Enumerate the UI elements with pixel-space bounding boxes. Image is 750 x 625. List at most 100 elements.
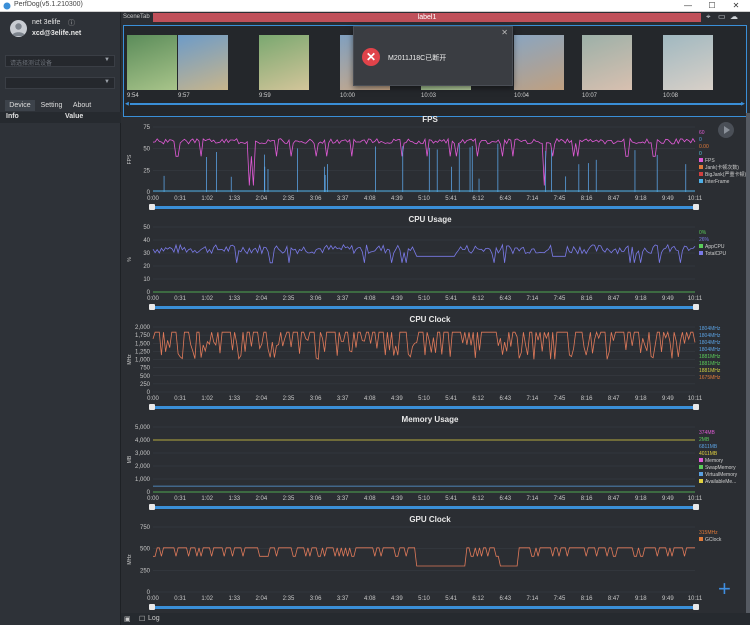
y-axis-label: % bbox=[127, 257, 133, 262]
close-window-button[interactable]: ✕ bbox=[732, 1, 740, 10]
series-line bbox=[152, 243, 696, 264]
x-tick-label: 9:49 bbox=[662, 396, 674, 402]
scene-tab[interactable]: SceneTab bbox=[123, 14, 150, 20]
info-icon[interactable]: ⓘ bbox=[68, 20, 75, 27]
x-tick-label: 7:45 bbox=[554, 596, 566, 602]
legend-value: 6811MB bbox=[699, 444, 718, 450]
log-checkbox[interactable]: ☐ bbox=[139, 616, 146, 623]
screenshot-thumbnail[interactable] bbox=[178, 35, 228, 90]
series-line bbox=[153, 547, 695, 567]
legend-item[interactable]: AvailableMe... bbox=[699, 479, 737, 486]
avatar[interactable] bbox=[10, 20, 27, 37]
screenshot-thumbnail[interactable] bbox=[514, 35, 564, 90]
range-handle-left[interactable] bbox=[149, 604, 155, 610]
scroll-left-icon[interactable]: ◀ bbox=[125, 101, 129, 107]
chart-plot[interactable]: 2,000 1,750 1,500 1,250 1,000 750 500 250 0 MHz 0:… bbox=[121, 312, 750, 412]
screenshot-thumbnail[interactable] bbox=[259, 35, 309, 90]
minimize-button[interactable]: — bbox=[684, 1, 692, 10]
range-handle-right[interactable] bbox=[693, 304, 699, 310]
expand-icon[interactable]: ▣ bbox=[124, 616, 131, 623]
chart-legend: 0% 26% AppCPU TotalCPU bbox=[699, 230, 726, 258]
user-email: xcd@3elife.net bbox=[32, 30, 82, 37]
legend-item[interactable]: GClock bbox=[699, 537, 721, 544]
range-handle-left[interactable] bbox=[149, 204, 155, 210]
chart-title: CPU Clock bbox=[409, 315, 451, 324]
location-icon[interactable]: ⌖ bbox=[706, 12, 711, 21]
legend-item[interactable]: AppCPU bbox=[699, 244, 726, 251]
y-tick-label: 250 bbox=[140, 568, 151, 574]
x-tick-label: 3:37 bbox=[337, 396, 349, 402]
legend-item[interactable]: Jank(卡顿次数) bbox=[699, 165, 746, 172]
legend-item[interactable]: InterFrame bbox=[699, 179, 746, 186]
legend-value: 1804MHz bbox=[699, 340, 721, 346]
range-slider[interactable] bbox=[153, 206, 695, 209]
range-slider[interactable] bbox=[153, 506, 695, 509]
range-handle-right[interactable] bbox=[693, 204, 699, 210]
add-chart-button[interactable]: + bbox=[718, 576, 731, 601]
play-button[interactable] bbox=[718, 122, 734, 138]
chart-plot[interactable]: 5,000 4,000 3,000 2,000 1,000 0 MB 0:00 0:31 1:02… bbox=[121, 412, 750, 512]
folder-icon[interactable]: ▭ bbox=[718, 12, 726, 21]
charts-scrollbar[interactable] bbox=[746, 113, 750, 623]
user-panel: net 3elife ⓘ xcd@3elife.net bbox=[0, 12, 121, 47]
x-tick-label: 2:04 bbox=[256, 196, 268, 202]
legend-item[interactable]: FPS bbox=[699, 158, 746, 165]
chart-plot[interactable]: 50 40 30 20 10 0% 0:00 0:31 1:02 1:33 2:04 2:35 3:06… bbox=[121, 212, 750, 312]
range-handle-left[interactable] bbox=[149, 504, 155, 510]
x-tick-label: 5:10 bbox=[418, 196, 430, 202]
legend-value: 0 bbox=[699, 151, 702, 157]
range-slider[interactable] bbox=[153, 306, 695, 309]
range-handle-right[interactable] bbox=[693, 604, 699, 610]
x-tick-label: 0:31 bbox=[174, 496, 186, 502]
range-handle-left[interactable] bbox=[149, 304, 155, 310]
toast-close-button[interactable]: ✕ bbox=[501, 28, 508, 37]
tab-device[interactable]: Device bbox=[5, 100, 35, 111]
legend-swatch bbox=[699, 465, 703, 469]
tab-setting[interactable]: Setting bbox=[40, 102, 63, 109]
range-handle-right[interactable] bbox=[693, 404, 699, 410]
legend-item[interactable]: TotalCPU bbox=[699, 251, 726, 258]
y-tick-label: 1,500 bbox=[135, 341, 151, 347]
scene-label-bar[interactable]: label1 bbox=[153, 13, 701, 22]
x-tick-label: 4:39 bbox=[391, 296, 403, 302]
legend-label: BigJank(严重卡顿) bbox=[705, 172, 747, 178]
timeline-scrollbar[interactable] bbox=[130, 103, 742, 105]
screenshot-thumbnail[interactable] bbox=[582, 35, 632, 90]
screenshot-thumbnail[interactable] bbox=[127, 35, 177, 90]
legend-item[interactable]: BigJank(严重卡顿) bbox=[699, 172, 746, 179]
chart-plot[interactable]: 750 500 250 0 MHz 0:00 0:31 1:02 1:33 2:04 2:35 3:0… bbox=[121, 512, 750, 612]
x-tick-label: 5:41 bbox=[445, 496, 457, 502]
range-handle-left[interactable] bbox=[149, 404, 155, 410]
x-tick-label: 4:39 bbox=[391, 496, 403, 502]
range-slider[interactable] bbox=[153, 606, 695, 609]
legend-item[interactable]: SwapMemory bbox=[699, 465, 737, 472]
range-handle-right[interactable] bbox=[693, 504, 699, 510]
x-tick-label: 1:02 bbox=[201, 496, 213, 502]
legend-swatch bbox=[699, 537, 703, 541]
cloud-icon[interactable]: ☁ bbox=[730, 12, 738, 21]
app-select[interactable]: ▼ bbox=[5, 77, 115, 89]
legend-label: Jank(卡顿次数) bbox=[705, 165, 739, 171]
legend-swatch bbox=[699, 472, 703, 476]
legend-swatch bbox=[699, 244, 703, 248]
device-select[interactable]: 请选择测试设备 ▼ bbox=[5, 55, 115, 67]
scroll-right-icon[interactable]: ▶ bbox=[741, 101, 745, 107]
x-tick-label: 5:41 bbox=[445, 196, 457, 202]
range-slider[interactable] bbox=[153, 406, 695, 409]
x-tick-label: 9:18 bbox=[635, 296, 647, 302]
x-tick-label: 1:33 bbox=[228, 496, 240, 502]
x-tick-label: 6:12 bbox=[472, 496, 484, 502]
tab-about[interactable]: About bbox=[72, 102, 92, 109]
legend-item[interactable]: VirtualMemory bbox=[699, 472, 737, 479]
thumbnail-time: 9:59 bbox=[259, 93, 271, 99]
x-tick-label: 3:06 bbox=[310, 196, 322, 202]
x-tick-label: 3:06 bbox=[310, 296, 322, 302]
screenshot-thumbnail[interactable] bbox=[663, 35, 713, 90]
scene-bar: SceneTab label1 ⌖ ▭ ☁ bbox=[121, 12, 750, 23]
y-tick-label: 25 bbox=[143, 168, 150, 174]
legend-item[interactable]: Memory bbox=[699, 458, 737, 465]
maximize-button[interactable]: ☐ bbox=[708, 1, 716, 10]
error-icon: ✕ bbox=[362, 48, 380, 66]
legend-label: TotalCPU bbox=[705, 251, 727, 257]
